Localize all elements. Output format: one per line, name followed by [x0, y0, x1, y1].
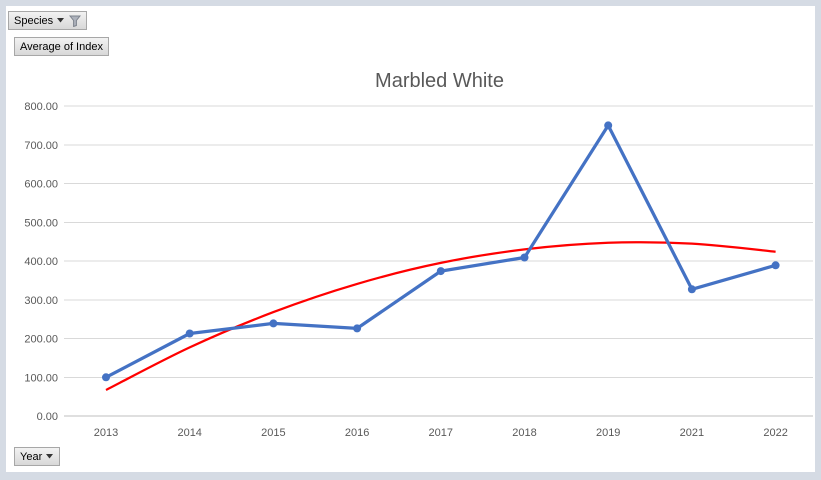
y-tick-label: 400.00	[24, 256, 58, 268]
chevron-down-icon	[46, 454, 54, 459]
y-tick-label: 200.00	[24, 334, 58, 346]
y-tick-label: 300.00	[24, 295, 58, 307]
x-tick-label: 2016	[345, 427, 369, 439]
x-tick-label: 2022	[763, 427, 787, 439]
y-tick-label: 800.00	[24, 101, 58, 113]
trendline-series	[105, 241, 776, 392]
data-point-marker	[771, 261, 780, 270]
data-point-marker	[436, 267, 445, 276]
data-point-marker	[687, 285, 696, 294]
value-field-label: Average of Index	[20, 40, 103, 53]
y-tick-label: 500.00	[24, 217, 58, 229]
year-axis-field-button[interactable]: Year	[14, 447, 61, 466]
x-tick-label: 2019	[596, 427, 620, 439]
y-tick-label: 600.00	[24, 179, 58, 191]
data-point-marker	[604, 121, 613, 130]
year-field-label: Year	[20, 450, 43, 463]
x-tick-label: 2015	[261, 427, 285, 439]
species-field-button[interactable]: Species	[8, 11, 88, 30]
chevron-down-icon	[57, 18, 65, 23]
x-tick-label: 2014	[177, 427, 201, 439]
x-tick-label: 2021	[680, 427, 704, 439]
y-tick-label: 100.00	[24, 372, 58, 384]
filter-funnel-icon	[69, 15, 82, 27]
data-point-marker	[353, 324, 362, 333]
y-tick-label: 0.00	[37, 411, 58, 423]
data-point-marker	[269, 319, 278, 328]
species-field-label: Species	[14, 14, 54, 27]
data-point-marker	[102, 373, 110, 382]
y-tick-label: 700.00	[24, 140, 58, 152]
x-tick-label: 2013	[94, 427, 118, 439]
x-tick-label: 2018	[512, 427, 536, 439]
x-tick-label: 2017	[429, 427, 453, 439]
data-point-marker	[185, 329, 194, 338]
chart-title: Marbled White	[375, 70, 504, 92]
data-point-marker	[520, 253, 529, 262]
value-field-button[interactable]: Average of Index	[14, 37, 109, 56]
